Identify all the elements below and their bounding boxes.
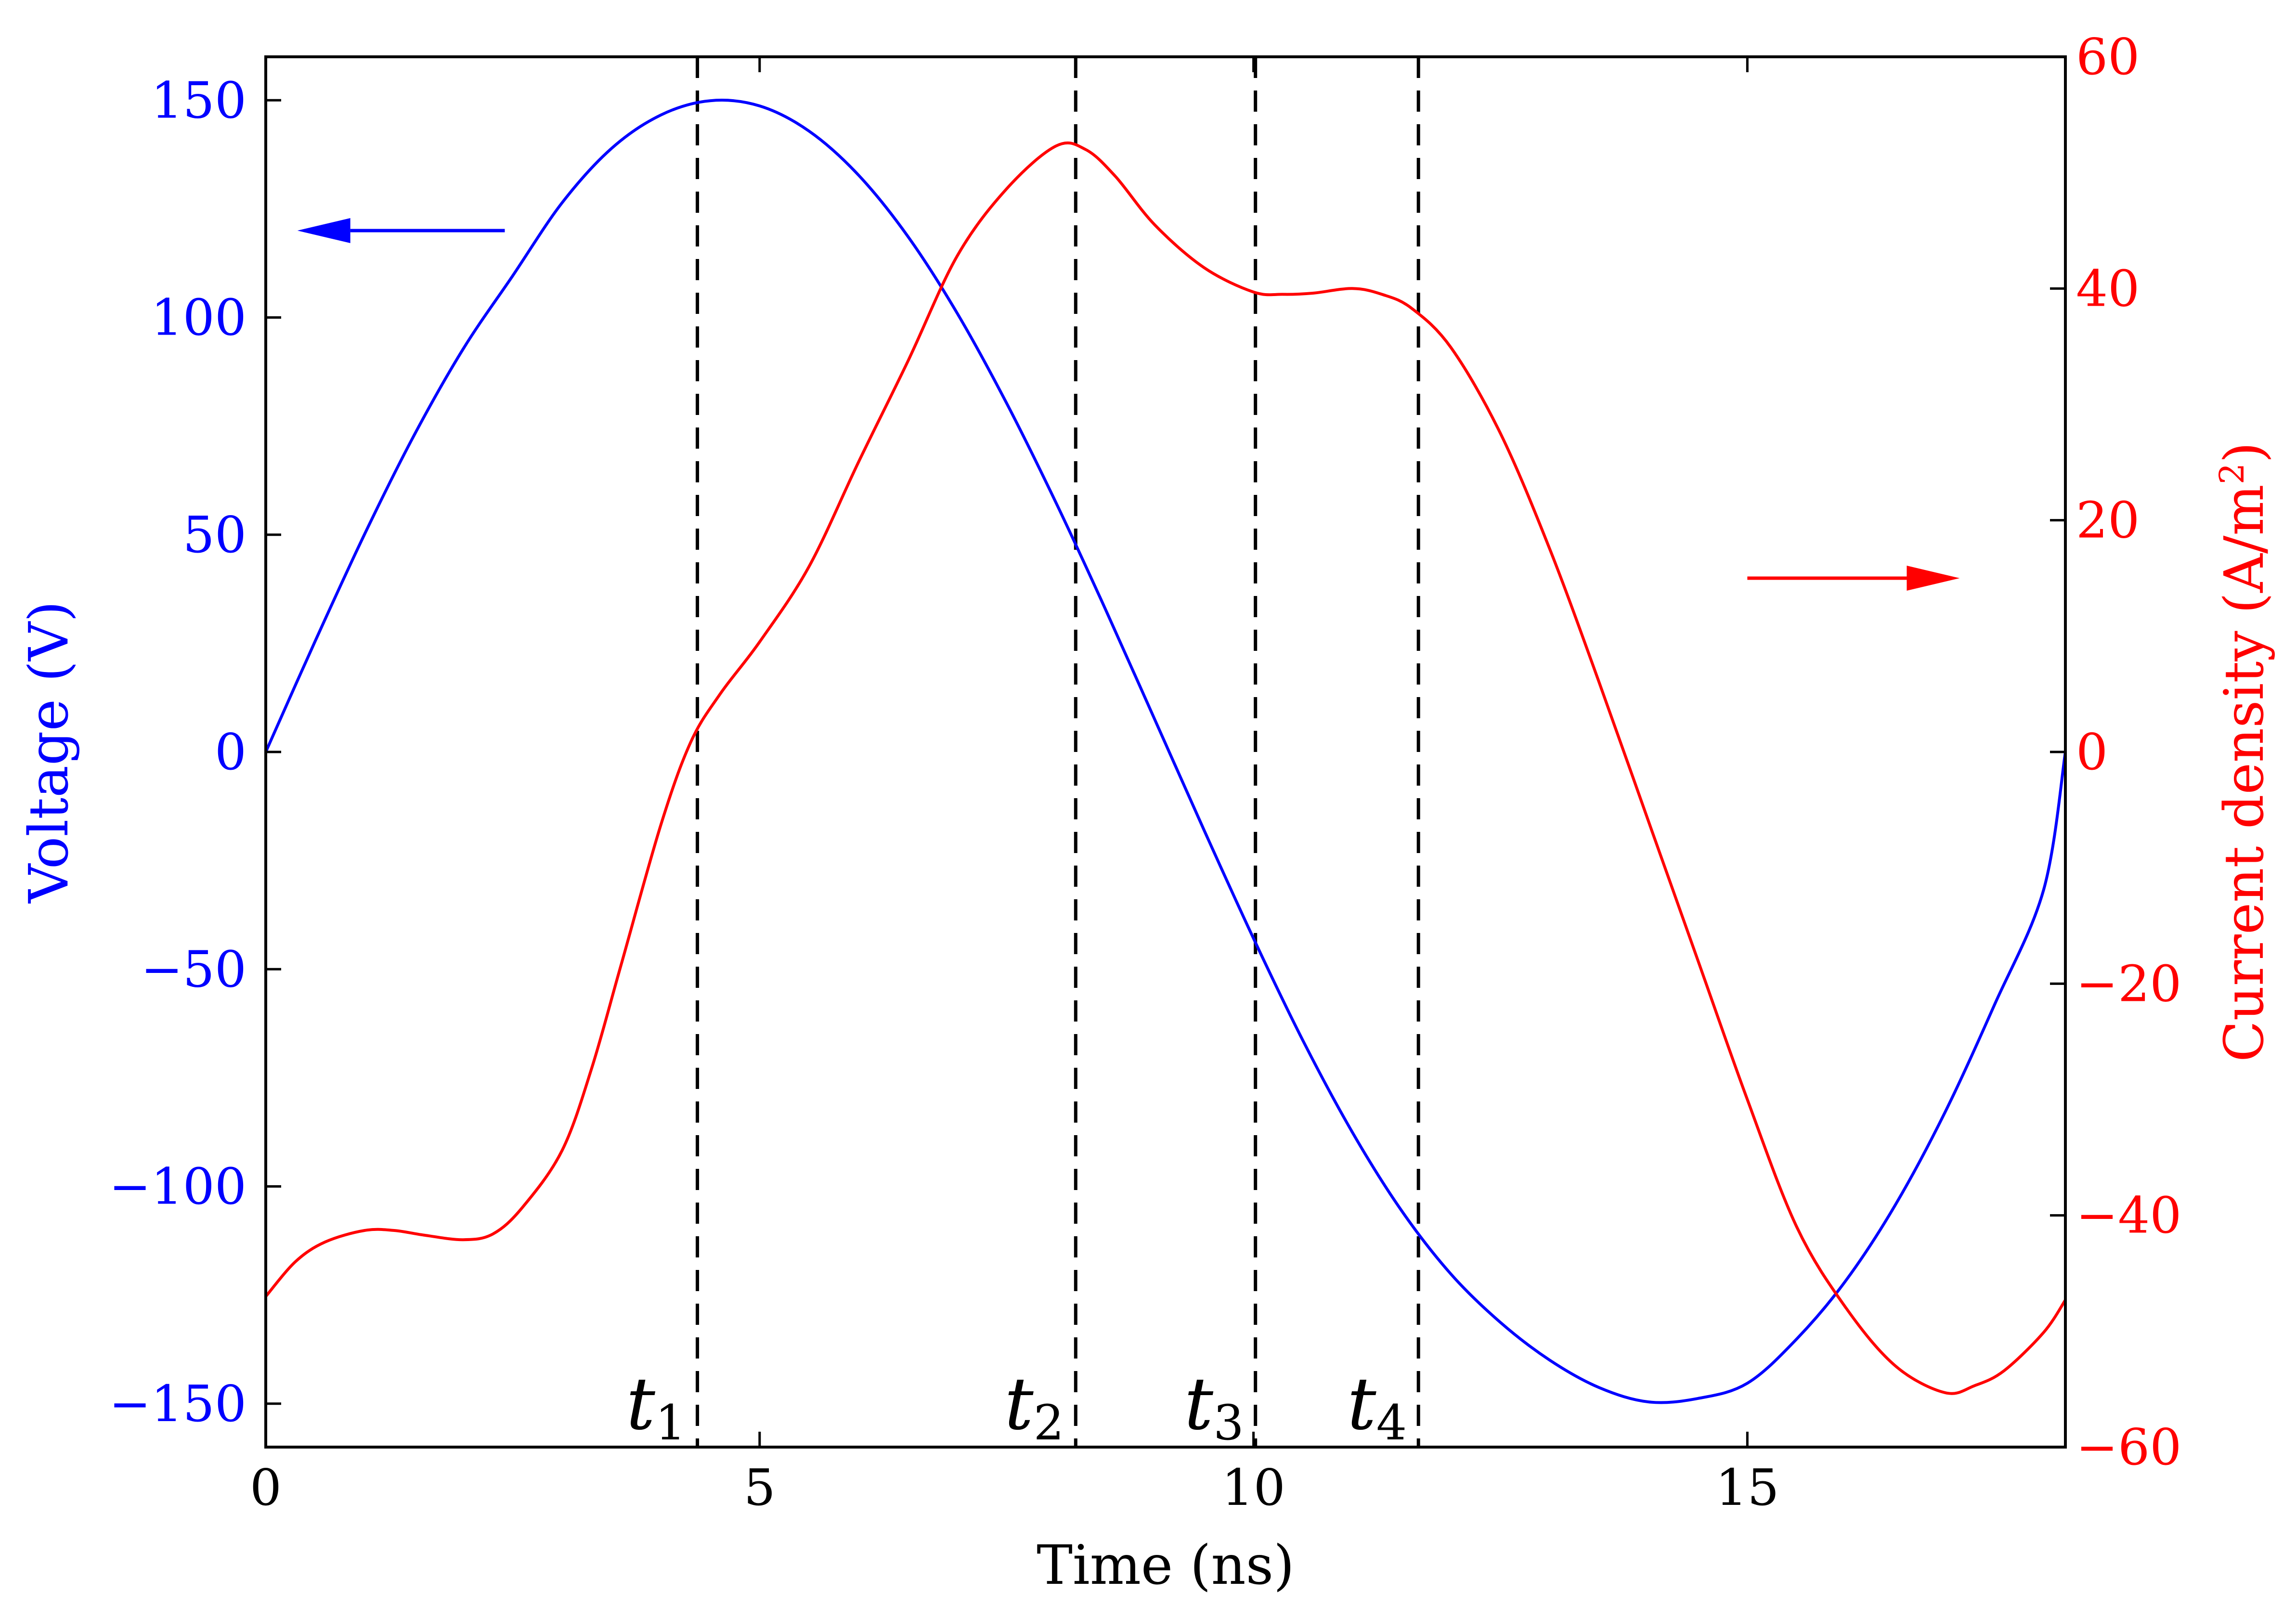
right-y-tick-label: 60 [2076, 27, 2140, 86]
right-y-tick-label: −20 [2076, 954, 2181, 1013]
right-y-tick-label: −60 [2076, 1418, 2181, 1476]
time-markers: t1 t2 t3 t4 [626, 57, 1420, 1451]
current-density-line [266, 141, 2065, 1395]
x-tick-label: 15 [1715, 1458, 1779, 1517]
time-marker-label-2: t2 [1004, 1362, 1064, 1451]
axis-labels: Time (ns) Voltage (V) Current density (A… [18, 442, 2276, 1597]
arrow-left-head [297, 218, 350, 243]
x-tick-label: 5 [744, 1458, 776, 1517]
left-y-tick-label: 0 [215, 723, 246, 781]
right-y-tick-label: 40 [2076, 259, 2140, 318]
x-tick-label: 0 [250, 1458, 282, 1517]
voltage-line [266, 99, 2065, 1404]
x-axis-title: Time (ns) [1037, 1534, 1295, 1597]
left-y-tick-label: −100 [109, 1157, 246, 1216]
left-y-tick-label: 50 [183, 505, 246, 564]
arrow-right-head [1907, 566, 1960, 591]
right-y-tick-label: 20 [2076, 491, 2140, 550]
left-y-tick-label: 150 [151, 71, 246, 129]
time-marker-label-1: t1 [626, 1362, 686, 1451]
right-y-axis-title: Current density (A/m2) [2212, 442, 2276, 1062]
right-y-axis-title-close: ) [2213, 442, 2276, 463]
time-marker-label-3: t3 [1184, 1362, 1244, 1451]
right-y-axis-title-superscript: 2 [2212, 463, 2252, 485]
left-y-tick-label: −50 [141, 940, 246, 998]
axes: 0 5 10 15 150 100 50 0 −50 −100 −150 60 40 20 0 −20 −40 −… [109, 27, 2181, 1517]
right-y-tick-label: 0 [2076, 723, 2108, 781]
axis-arrows [297, 218, 1960, 591]
left-y-tick-label: −150 [109, 1374, 246, 1433]
time-marker-label-4: t4 [1347, 1362, 1407, 1451]
right-y-tick-label: −40 [2076, 1186, 2181, 1245]
right-y-axis-title-main: Current density (A/m [2213, 484, 2276, 1062]
left-y-tick-label: 100 [151, 288, 246, 347]
x-tick-label: 10 [1221, 1458, 1285, 1517]
series-lines [266, 99, 2065, 1404]
left-y-axis-title: Voltage (V) [18, 601, 80, 904]
